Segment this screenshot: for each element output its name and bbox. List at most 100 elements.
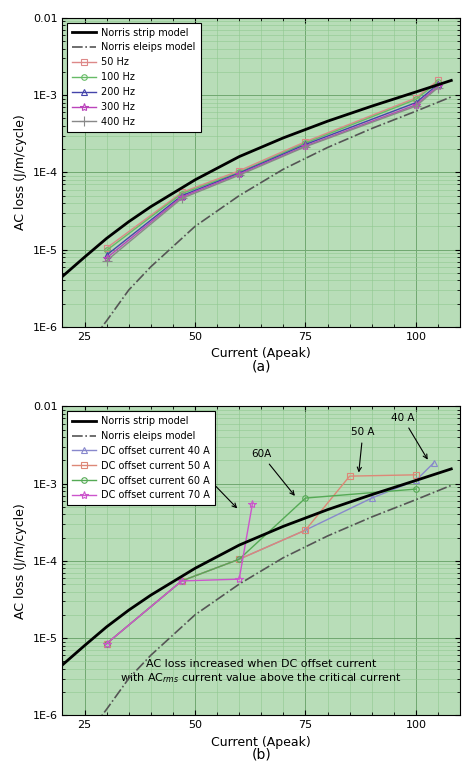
DC offset current 50 A: [413, 470, 419, 480]
200 Hz: [302, 140, 308, 149]
DC offset current 50 A: [104, 639, 109, 648]
X-axis label: Current (Apeak): Current (Apeak): [211, 347, 311, 360]
Norris eleips model: [126, 674, 132, 683]
DC offset current 40 A: [237, 554, 242, 564]
Norris eleips model: [237, 191, 242, 200]
Legend: Norris strip model, Norris eleips model, DC offset current 40 A, DC offset curre: Norris strip model, Norris eleips model,…: [67, 411, 215, 505]
Norris strip model: [325, 116, 330, 126]
Norris strip model: [237, 541, 242, 550]
Norris strip model: [192, 564, 198, 573]
DC offset current 60 A: [179, 576, 184, 585]
DC offset current 40 A: [431, 458, 437, 467]
Norris eleips model: [60, 765, 65, 770]
Norris strip model: [448, 464, 454, 474]
Norris eleips model: [413, 106, 419, 115]
300 Hz: [435, 82, 441, 91]
DC offset current 40 A: [413, 476, 419, 485]
Line: DC offset current 40 A: DC offset current 40 A: [104, 460, 437, 646]
Text: 60A: 60A: [251, 449, 294, 495]
DC offset current 60 A: [302, 494, 308, 503]
Norris eleips model: [192, 611, 198, 620]
Norris eleips model: [82, 346, 87, 355]
200 Hz: [413, 98, 419, 107]
50 Hz: [104, 243, 109, 253]
Norris strip model: [148, 202, 154, 211]
Norris strip model: [369, 102, 374, 111]
DC offset current 40 A: [302, 525, 308, 534]
200 Hz: [237, 169, 242, 178]
Line: 50 Hz: 50 Hz: [104, 78, 441, 251]
DC offset current 50 A: [237, 554, 242, 564]
400 Hz: [413, 102, 419, 111]
300 Hz: [104, 253, 109, 263]
Norris eleips model: [148, 651, 154, 660]
Line: Norris eleips model: Norris eleips model: [63, 485, 451, 769]
DC offset current 60 A: [237, 554, 242, 564]
Norris strip model: [104, 234, 109, 243]
400 Hz: [435, 83, 441, 92]
Norris strip model: [325, 505, 330, 514]
100 Hz: [237, 168, 242, 177]
X-axis label: Current (Apeak): Current (Apeak): [211, 736, 311, 748]
300 Hz: [413, 100, 419, 109]
100 Hz: [302, 139, 308, 148]
Line: 300 Hz: 300 Hz: [102, 82, 442, 262]
100 Hz: [104, 246, 109, 255]
100 Hz: [413, 95, 419, 104]
50 Hz: [302, 137, 308, 146]
DC offset current 40 A: [179, 576, 184, 585]
Y-axis label: AC loss (J/m/cycle): AC loss (J/m/cycle): [14, 503, 27, 619]
400 Hz: [237, 171, 242, 180]
Norris eleips model: [126, 286, 132, 295]
Norris strip model: [413, 87, 419, 96]
DC offset current 60 A: [413, 484, 419, 494]
DC offset current 70 A: [237, 574, 242, 584]
300 Hz: [302, 142, 308, 151]
50 Hz: [179, 188, 184, 197]
Norris strip model: [60, 272, 65, 281]
400 Hz: [179, 194, 184, 203]
Norris eleips model: [192, 222, 198, 231]
50 Hz: [413, 93, 419, 102]
Norris strip model: [237, 152, 242, 161]
Norris eleips model: [237, 580, 242, 589]
Line: Norris eleips model: Norris eleips model: [63, 97, 451, 381]
Line: 200 Hz: 200 Hz: [104, 82, 441, 258]
Norris eleips model: [369, 512, 374, 521]
Norris strip model: [60, 661, 65, 670]
Norris eleips model: [413, 495, 419, 504]
DC offset current 70 A: [250, 499, 255, 508]
Norris strip model: [281, 522, 286, 531]
Text: 70 A: 70 A: [188, 464, 237, 507]
Norris strip model: [148, 591, 154, 600]
Line: DC offset current 70 A: DC offset current 70 A: [102, 500, 256, 648]
Line: 400 Hz: 400 Hz: [102, 83, 443, 266]
DC offset current 40 A: [369, 494, 374, 503]
Text: 40 A: 40 A: [391, 413, 427, 459]
Norris strip model: [413, 476, 419, 485]
100 Hz: [435, 77, 441, 86]
400 Hz: [302, 142, 308, 152]
Line: Norris strip model: Norris strip model: [63, 80, 451, 276]
DC offset current 60 A: [104, 639, 109, 648]
DC offset current 50 A: [179, 576, 184, 585]
Legend: Norris strip model, Norris eleips model, 50 Hz, 100 Hz, 200 Hz, 300 Hz, 400 Hz: Norris strip model, Norris eleips model,…: [67, 23, 201, 132]
Text: (a): (a): [252, 359, 271, 373]
DC offset current 40 A: [104, 639, 109, 648]
Text: (b): (b): [251, 748, 271, 762]
DC offset current 50 A: [347, 471, 353, 480]
Norris strip model: [281, 133, 286, 142]
400 Hz: [104, 256, 109, 266]
Norris eleips model: [281, 165, 286, 174]
Norris strip model: [126, 605, 132, 614]
Norris eleips model: [82, 734, 87, 743]
200 Hz: [435, 80, 441, 89]
Norris eleips model: [325, 531, 330, 541]
50 Hz: [237, 166, 242, 176]
Norris eleips model: [369, 124, 374, 133]
200 Hz: [179, 191, 184, 200]
Line: DC offset current 50 A: DC offset current 50 A: [104, 472, 419, 646]
Norris eleips model: [104, 316, 109, 326]
Y-axis label: AC loss (J/m/cycle): AC loss (J/m/cycle): [14, 115, 27, 230]
DC offset current 50 A: [302, 525, 308, 534]
